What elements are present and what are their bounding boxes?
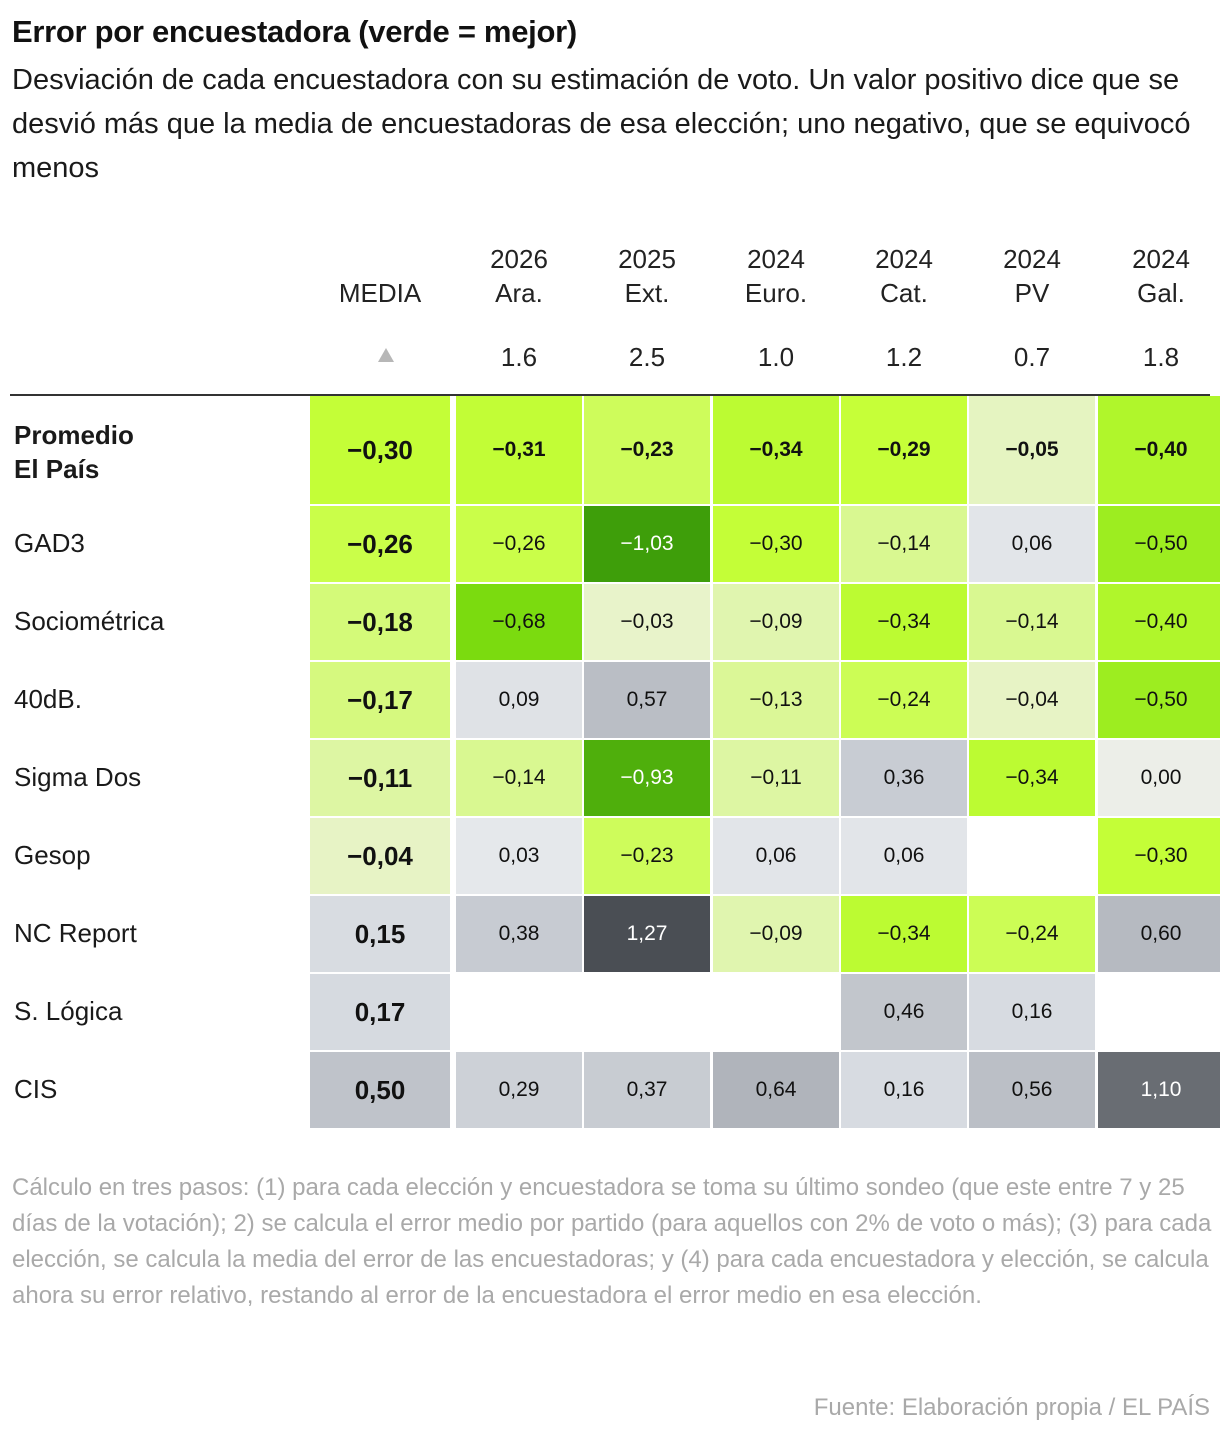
row-label-0: Promedio El País: [14, 420, 134, 484]
column-year-4: 2024: [1003, 244, 1061, 274]
column-year-1: 2025: [618, 244, 676, 274]
value-cell: −0,23: [584, 818, 710, 894]
value-cell: −0,50: [1098, 662, 1220, 738]
column-mean-error-3: 1.2: [885, 342, 923, 372]
value-cell: −0,40: [1098, 396, 1220, 504]
value-cell: −0,26: [456, 506, 582, 582]
sort-ascending-arrow-icon: [378, 348, 394, 362]
row-label-2: Sociométrica: [14, 606, 165, 636]
value-cell: −0,30: [1098, 818, 1220, 894]
value-cell: −0,30: [713, 506, 839, 582]
value-cell: 0,60: [1098, 896, 1220, 972]
value-cell: −0,14: [456, 740, 582, 816]
column-mean-error-2: 1.0: [757, 342, 795, 372]
value-cell: 0,36: [841, 740, 967, 816]
media-cell-0: −0,30: [310, 396, 450, 504]
column-election-0: Ara.: [495, 278, 543, 308]
value-cell: −0,93: [584, 740, 710, 816]
value-cell: −0,34: [713, 396, 839, 504]
value-cell: −0,11: [713, 740, 839, 816]
value-cell: −0,14: [841, 506, 967, 582]
media-cell-5: −0,04: [310, 818, 450, 894]
media-cell-3: −0,17: [310, 662, 450, 738]
media-cell-6: 0,15: [310, 896, 450, 972]
row-label-8: CIS: [14, 1074, 58, 1104]
column-mean-error-1: 2.5: [628, 342, 666, 372]
value-cell: −0,34: [841, 896, 967, 972]
column-election-4: PV: [1014, 278, 1050, 308]
value-cell: 1,27: [584, 896, 710, 972]
value-cell: 0,06: [841, 818, 967, 894]
value-cell: −0,24: [969, 896, 1095, 972]
media-cell-1: −0,26: [310, 506, 450, 582]
column-mean-error-0: 1.6: [500, 342, 538, 372]
value-cell: 0,16: [969, 974, 1095, 1050]
value-cell: 0,38: [456, 896, 582, 972]
value-cell: 0,46: [841, 974, 967, 1050]
value-cell: 0,56: [969, 1052, 1095, 1128]
value-cell: −0,50: [1098, 506, 1220, 582]
value-cell: −0,04: [969, 662, 1095, 738]
value-cell: −0,03: [584, 584, 710, 660]
column-mean-error-5: 1.8: [1142, 342, 1180, 372]
value-cell: −0,14: [969, 584, 1095, 660]
column-year-2: 2024: [747, 244, 805, 274]
column-year-0: 2026: [490, 244, 548, 274]
value-cell: −0,24: [841, 662, 967, 738]
column-election-2: Euro.: [744, 278, 808, 308]
value-cell: 0,00: [1098, 740, 1220, 816]
media-column-header: MEDIA: [338, 278, 422, 308]
column-year-5: 2024: [1132, 244, 1190, 274]
value-cell: −0,09: [713, 896, 839, 972]
value-cell: −0,23: [584, 396, 710, 504]
column-election-3: Cat.: [880, 278, 928, 308]
value-cell: 1,10: [1098, 1052, 1220, 1128]
column-election-1: Ext.: [624, 278, 670, 308]
value-cell: 0,06: [713, 818, 839, 894]
value-cell: 0,09: [456, 662, 582, 738]
value-cell: −1,03: [584, 506, 710, 582]
row-label-5: Gesop: [14, 840, 91, 870]
source-credit: Fuente: Elaboración propia / EL PAÍS: [813, 1394, 1210, 1421]
value-cell: −0,68: [456, 584, 582, 660]
row-label-6: NC Report: [14, 918, 137, 948]
chart-title: Error por encuestadora (verde = mejor): [12, 14, 577, 49]
column-election-5: Gal.: [1137, 278, 1185, 308]
value-cell: −0,13: [713, 662, 839, 738]
value-cell: 0,03: [456, 818, 582, 894]
value-cell: 0,64: [713, 1052, 839, 1128]
value-cell: 0,06: [969, 506, 1095, 582]
chart-subtitle: Desviación de cada encuestadora con su e…: [12, 64, 1191, 184]
value-cell: −0,34: [841, 584, 967, 660]
row-label-3: 40dB.: [14, 684, 82, 714]
value-cell: −0,29: [841, 396, 967, 504]
methodology-note: Cálculo en tres pasos: (1) para cada ele…: [12, 1174, 1212, 1309]
value-cell: 0,57: [584, 662, 710, 738]
row-label-7: S. Lógica: [14, 996, 123, 1026]
media-cell-8: 0,50: [310, 1052, 450, 1128]
value-cell: 0,16: [841, 1052, 967, 1128]
media-cell-4: −0,11: [310, 740, 450, 816]
header-divider: [10, 394, 1210, 396]
media-cell-2: −0,18: [310, 584, 450, 660]
media-cell-7: 0,17: [310, 974, 450, 1050]
row-label-4: Sigma Dos: [14, 762, 142, 792]
value-cell: −0,05: [969, 396, 1095, 504]
value-cell: −0,34: [969, 740, 1095, 816]
value-cell: −0,40: [1098, 584, 1220, 660]
value-cell: −0,31: [456, 396, 582, 504]
column-year-3: 2024: [875, 244, 933, 274]
column-mean-error-4: 0.7: [1013, 342, 1051, 372]
value-cell: 0,29: [456, 1052, 582, 1128]
row-label-1: GAD3: [14, 528, 85, 558]
value-cell: −0,09: [713, 584, 839, 660]
value-cell: 0,37: [584, 1052, 710, 1128]
